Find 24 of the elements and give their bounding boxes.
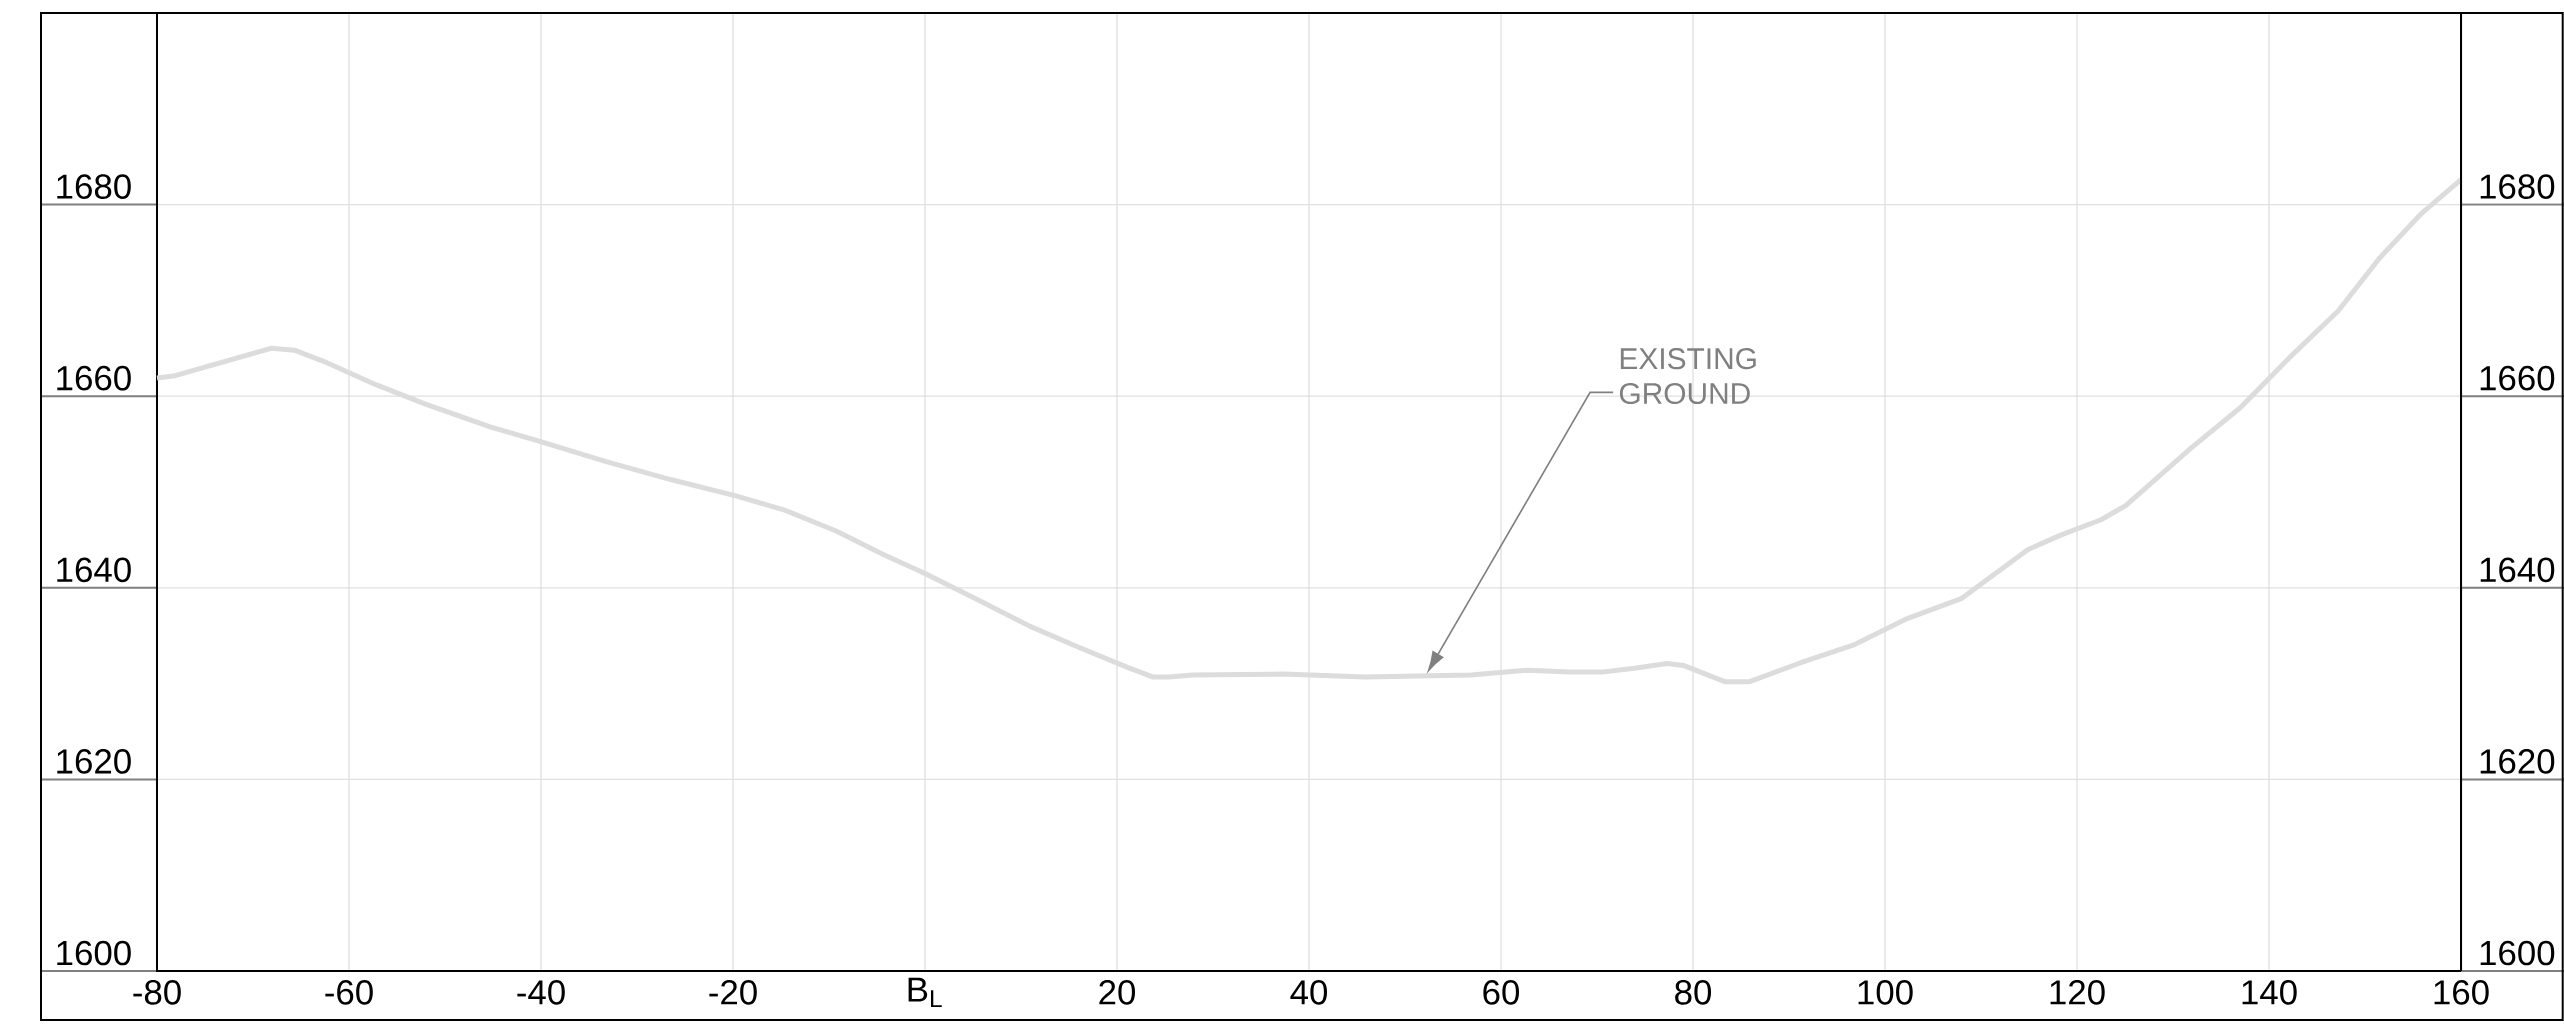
y2-tick-label: 1680 — [2480, 174, 2555, 199]
y-tick-label: 1680 — [57, 174, 131, 199]
x-tick-label: 40 — [1290, 980, 1328, 1005]
x-tick-label: -80 — [133, 980, 181, 1005]
x-tick-label: -60 — [325, 980, 373, 1005]
x-tick-label: 80 — [1675, 980, 1712, 1005]
y2-tick-label: 1640 — [2480, 557, 2555, 583]
annotation: EXISTING GROUND — [1619, 348, 1756, 405]
x-tick-label: B$_{L}$ — [908, 977, 942, 1008]
y2-tick-label: 1600 — [2480, 940, 2555, 966]
x-tick-label: 20 — [1099, 980, 1136, 1005]
y2-tick-label: 1660 — [2480, 365, 2555, 391]
x-tick-label: 120 — [2050, 980, 2105, 1005]
y-tick-label: 1600 — [57, 940, 131, 966]
x-tick-label: -40 — [517, 980, 565, 1005]
x-tick-label: 140 — [2242, 980, 2297, 1005]
x-tick-label: 60 — [1483, 980, 1520, 1005]
y2-tick-label: 1620 — [2480, 749, 2555, 774]
x-tick-label: -20 — [709, 980, 757, 1005]
x-tick-label: 160 — [2434, 980, 2489, 1005]
y-tick-label: 1660 — [57, 365, 131, 391]
y-tick-label: 1620 — [57, 749, 131, 774]
y-tick-label: 1640 — [57, 557, 131, 583]
x-tick-label: 100 — [1858, 980, 1913, 1005]
